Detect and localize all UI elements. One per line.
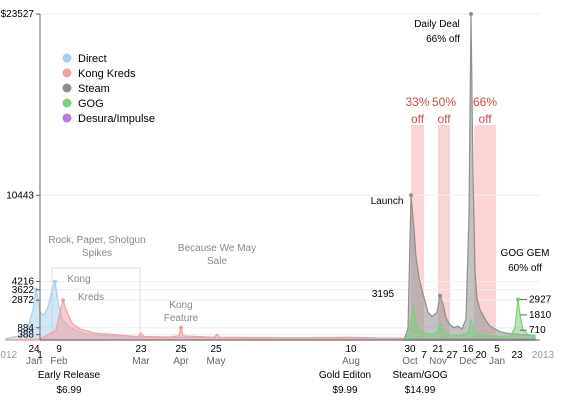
data-point <box>438 293 442 298</box>
right-tick-label: 2927 <box>529 294 552 305</box>
x-tick-label: 2013 <box>532 350 555 361</box>
x-month-label: Dec <box>459 356 477 367</box>
y-tick-label: 2872 <box>12 295 35 306</box>
x-tick-label: 16 <box>462 344 474 355</box>
sale-band-2 <box>474 125 496 340</box>
x-month-label: Aug <box>342 356 360 367</box>
legend-label: Steam <box>78 83 110 95</box>
x-tick-label: 23 <box>135 344 147 355</box>
sale-band-1 <box>438 125 450 340</box>
sale-label-percent: 50% <box>432 95 456 109</box>
annotation-text: GOG GEM <box>501 248 550 259</box>
series-area-steam <box>403 13 536 341</box>
x-month-label: Nov <box>429 356 447 367</box>
release-label: Steam/GOG <box>392 370 447 381</box>
legend-swatch <box>62 68 72 78</box>
x-tick-label: 9 <box>56 344 62 355</box>
legend-label: Direct <box>78 53 107 65</box>
y-tick-label: 3622 <box>12 285 35 296</box>
y-tick-label: 4216 <box>12 277 35 288</box>
annotation-text: Sale <box>207 256 227 267</box>
legend-swatch <box>62 83 72 93</box>
x-month-label: May <box>207 356 226 367</box>
x-month-label: Apr <box>173 356 189 367</box>
annotation-text: 3195 <box>372 289 395 300</box>
x-month-label: Jan <box>489 356 505 367</box>
legend-swatch <box>62 98 72 108</box>
sale-label-off: off <box>437 112 451 126</box>
annotation-text: Rock, Paper, Shotgun <box>48 235 145 246</box>
annotation-text: Feature <box>164 313 199 324</box>
y-tick-label: $23527 <box>1 9 35 20</box>
x-tick-label: 5 <box>494 344 500 355</box>
series-areas <box>5 12 536 341</box>
right-tick-label: 710 <box>529 325 546 336</box>
sale-label-percent: 33% <box>405 95 429 109</box>
x-month-label: Oct <box>402 356 418 367</box>
x-tick-label: 24 <box>28 344 40 355</box>
annotation-text: Kong <box>169 300 192 311</box>
data-point <box>409 193 413 198</box>
data-point <box>516 297 520 302</box>
release-price: $9.99 <box>332 385 357 396</box>
x-month-label: Jan <box>26 356 42 367</box>
release-label: Early Release <box>38 370 101 381</box>
x-tick-label: 23 <box>511 350 523 361</box>
legend: Direct Kong Kreds Steam GOG Desura/Impulse <box>62 53 155 125</box>
annotation-text: Spikes <box>82 248 112 259</box>
release-label: Gold Editon <box>319 370 371 381</box>
sale-label-off: off <box>411 112 425 126</box>
x-tick-label: 1 <box>37 350 43 361</box>
grid <box>40 13 540 341</box>
annotation-text: Daily Deal <box>414 19 460 30</box>
annotation-text: 60% off <box>508 263 542 274</box>
annotation-text: Kreds <box>78 292 104 303</box>
data-point <box>469 12 473 16</box>
annotation-text: 66% off <box>426 34 460 45</box>
sale-label-percent: 66% <box>473 95 497 109</box>
x-tick-label: 2012 <box>0 350 18 361</box>
legend-label: GOG <box>78 98 104 110</box>
y-tick-label: 884 <box>17 323 34 334</box>
x-tick-label: 7 <box>421 350 427 361</box>
x-tick-label: 27 <box>446 350 458 361</box>
legend-label: Desura/Impulse <box>78 113 155 125</box>
legend-swatch <box>62 113 72 123</box>
series-area-gog <box>402 299 536 341</box>
x-tick-label: 10 <box>345 344 357 355</box>
annotation-text: Because We May <box>178 243 256 254</box>
data-point <box>53 279 57 284</box>
annotation-text: Launch <box>371 196 404 207</box>
x-tick-label: 30 <box>404 344 416 355</box>
labels: 33% off 50% off 66% off Early Release $6.99 Gold… <box>38 19 550 396</box>
data-point <box>179 325 183 330</box>
legend-swatch <box>62 53 72 63</box>
data-point <box>61 298 65 303</box>
x-month-label: Mar <box>132 356 150 367</box>
legend-label: Kong Kreds <box>78 68 136 80</box>
x-tick-label: 25 <box>175 344 187 355</box>
x-tick-label: 21 <box>432 344 444 355</box>
axis: 38888428723622421610443$2352771018102927… <box>0 9 555 367</box>
annotation-text: Kong <box>67 274 90 285</box>
x-tick-label: 25 <box>210 344 222 355</box>
y-tick-label: 388 <box>17 330 34 341</box>
release-price: $6.99 <box>56 385 81 396</box>
y-tick-label: 10443 <box>6 190 34 201</box>
release-price: $14.99 <box>405 385 436 396</box>
sale-label-off: off <box>478 112 492 126</box>
right-tick-label: 1810 <box>529 310 552 321</box>
x-month-label: Feb <box>50 356 68 367</box>
x-tick-label: 20 <box>475 350 487 361</box>
